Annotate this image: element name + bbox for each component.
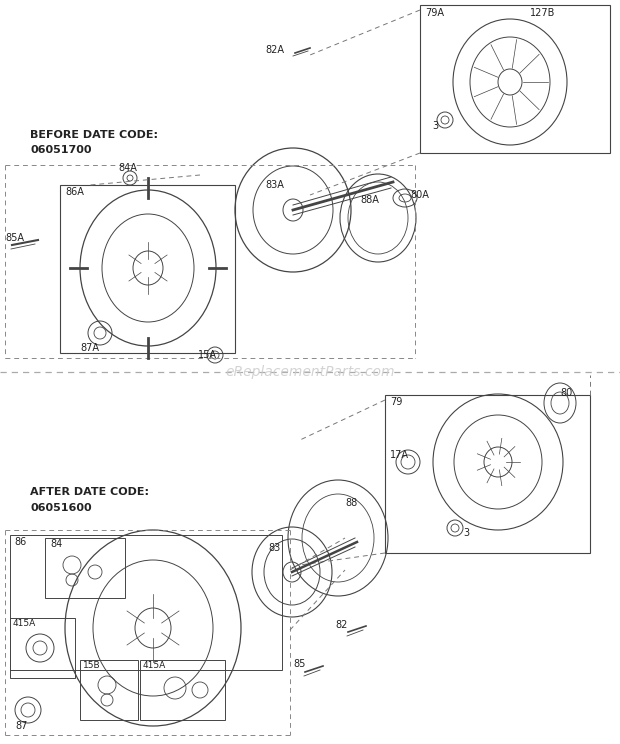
Text: 79: 79: [390, 397, 402, 407]
Text: 79A: 79A: [425, 8, 444, 18]
Text: 17A: 17A: [390, 450, 409, 460]
Text: 87A: 87A: [80, 343, 99, 353]
Text: 85A: 85A: [5, 233, 24, 243]
Text: 3: 3: [463, 528, 469, 538]
Text: 86A: 86A: [65, 187, 84, 197]
Text: eReplacementParts.com: eReplacementParts.com: [225, 365, 395, 379]
Text: 80A: 80A: [410, 190, 429, 200]
Text: 80: 80: [560, 388, 572, 398]
Text: 82: 82: [335, 620, 347, 630]
Text: 85: 85: [293, 659, 306, 669]
Bar: [45, 538, 125, 598]
Text: 84A: 84A: [118, 163, 137, 173]
Bar: [80, 660, 138, 720]
Text: 06051600: 06051600: [30, 503, 92, 513]
Text: 83: 83: [268, 543, 280, 553]
Text: 415A: 415A: [13, 620, 36, 629]
Text: 84: 84: [50, 539, 62, 549]
Text: 06051700: 06051700: [30, 145, 92, 155]
Text: 15A: 15A: [198, 350, 217, 360]
Text: 87: 87: [15, 721, 27, 731]
Text: 88A: 88A: [360, 195, 379, 205]
Text: 88: 88: [345, 498, 357, 508]
Bar: [140, 660, 225, 720]
Text: 415A: 415A: [143, 661, 166, 670]
Text: AFTER DATE CODE:: AFTER DATE CODE:: [30, 487, 149, 497]
Bar: [10, 618, 75, 678]
Text: 83A: 83A: [265, 180, 284, 190]
Bar: [10, 535, 282, 670]
Bar: [385, 395, 590, 553]
Text: 3: 3: [432, 121, 438, 131]
Text: 15B: 15B: [83, 661, 100, 670]
Bar: [60, 185, 235, 353]
Bar: [420, 5, 610, 153]
Text: 127B: 127B: [530, 8, 556, 18]
Text: 82A: 82A: [265, 45, 284, 55]
Text: 86: 86: [14, 537, 26, 547]
Text: BEFORE DATE CODE:: BEFORE DATE CODE:: [30, 130, 158, 140]
